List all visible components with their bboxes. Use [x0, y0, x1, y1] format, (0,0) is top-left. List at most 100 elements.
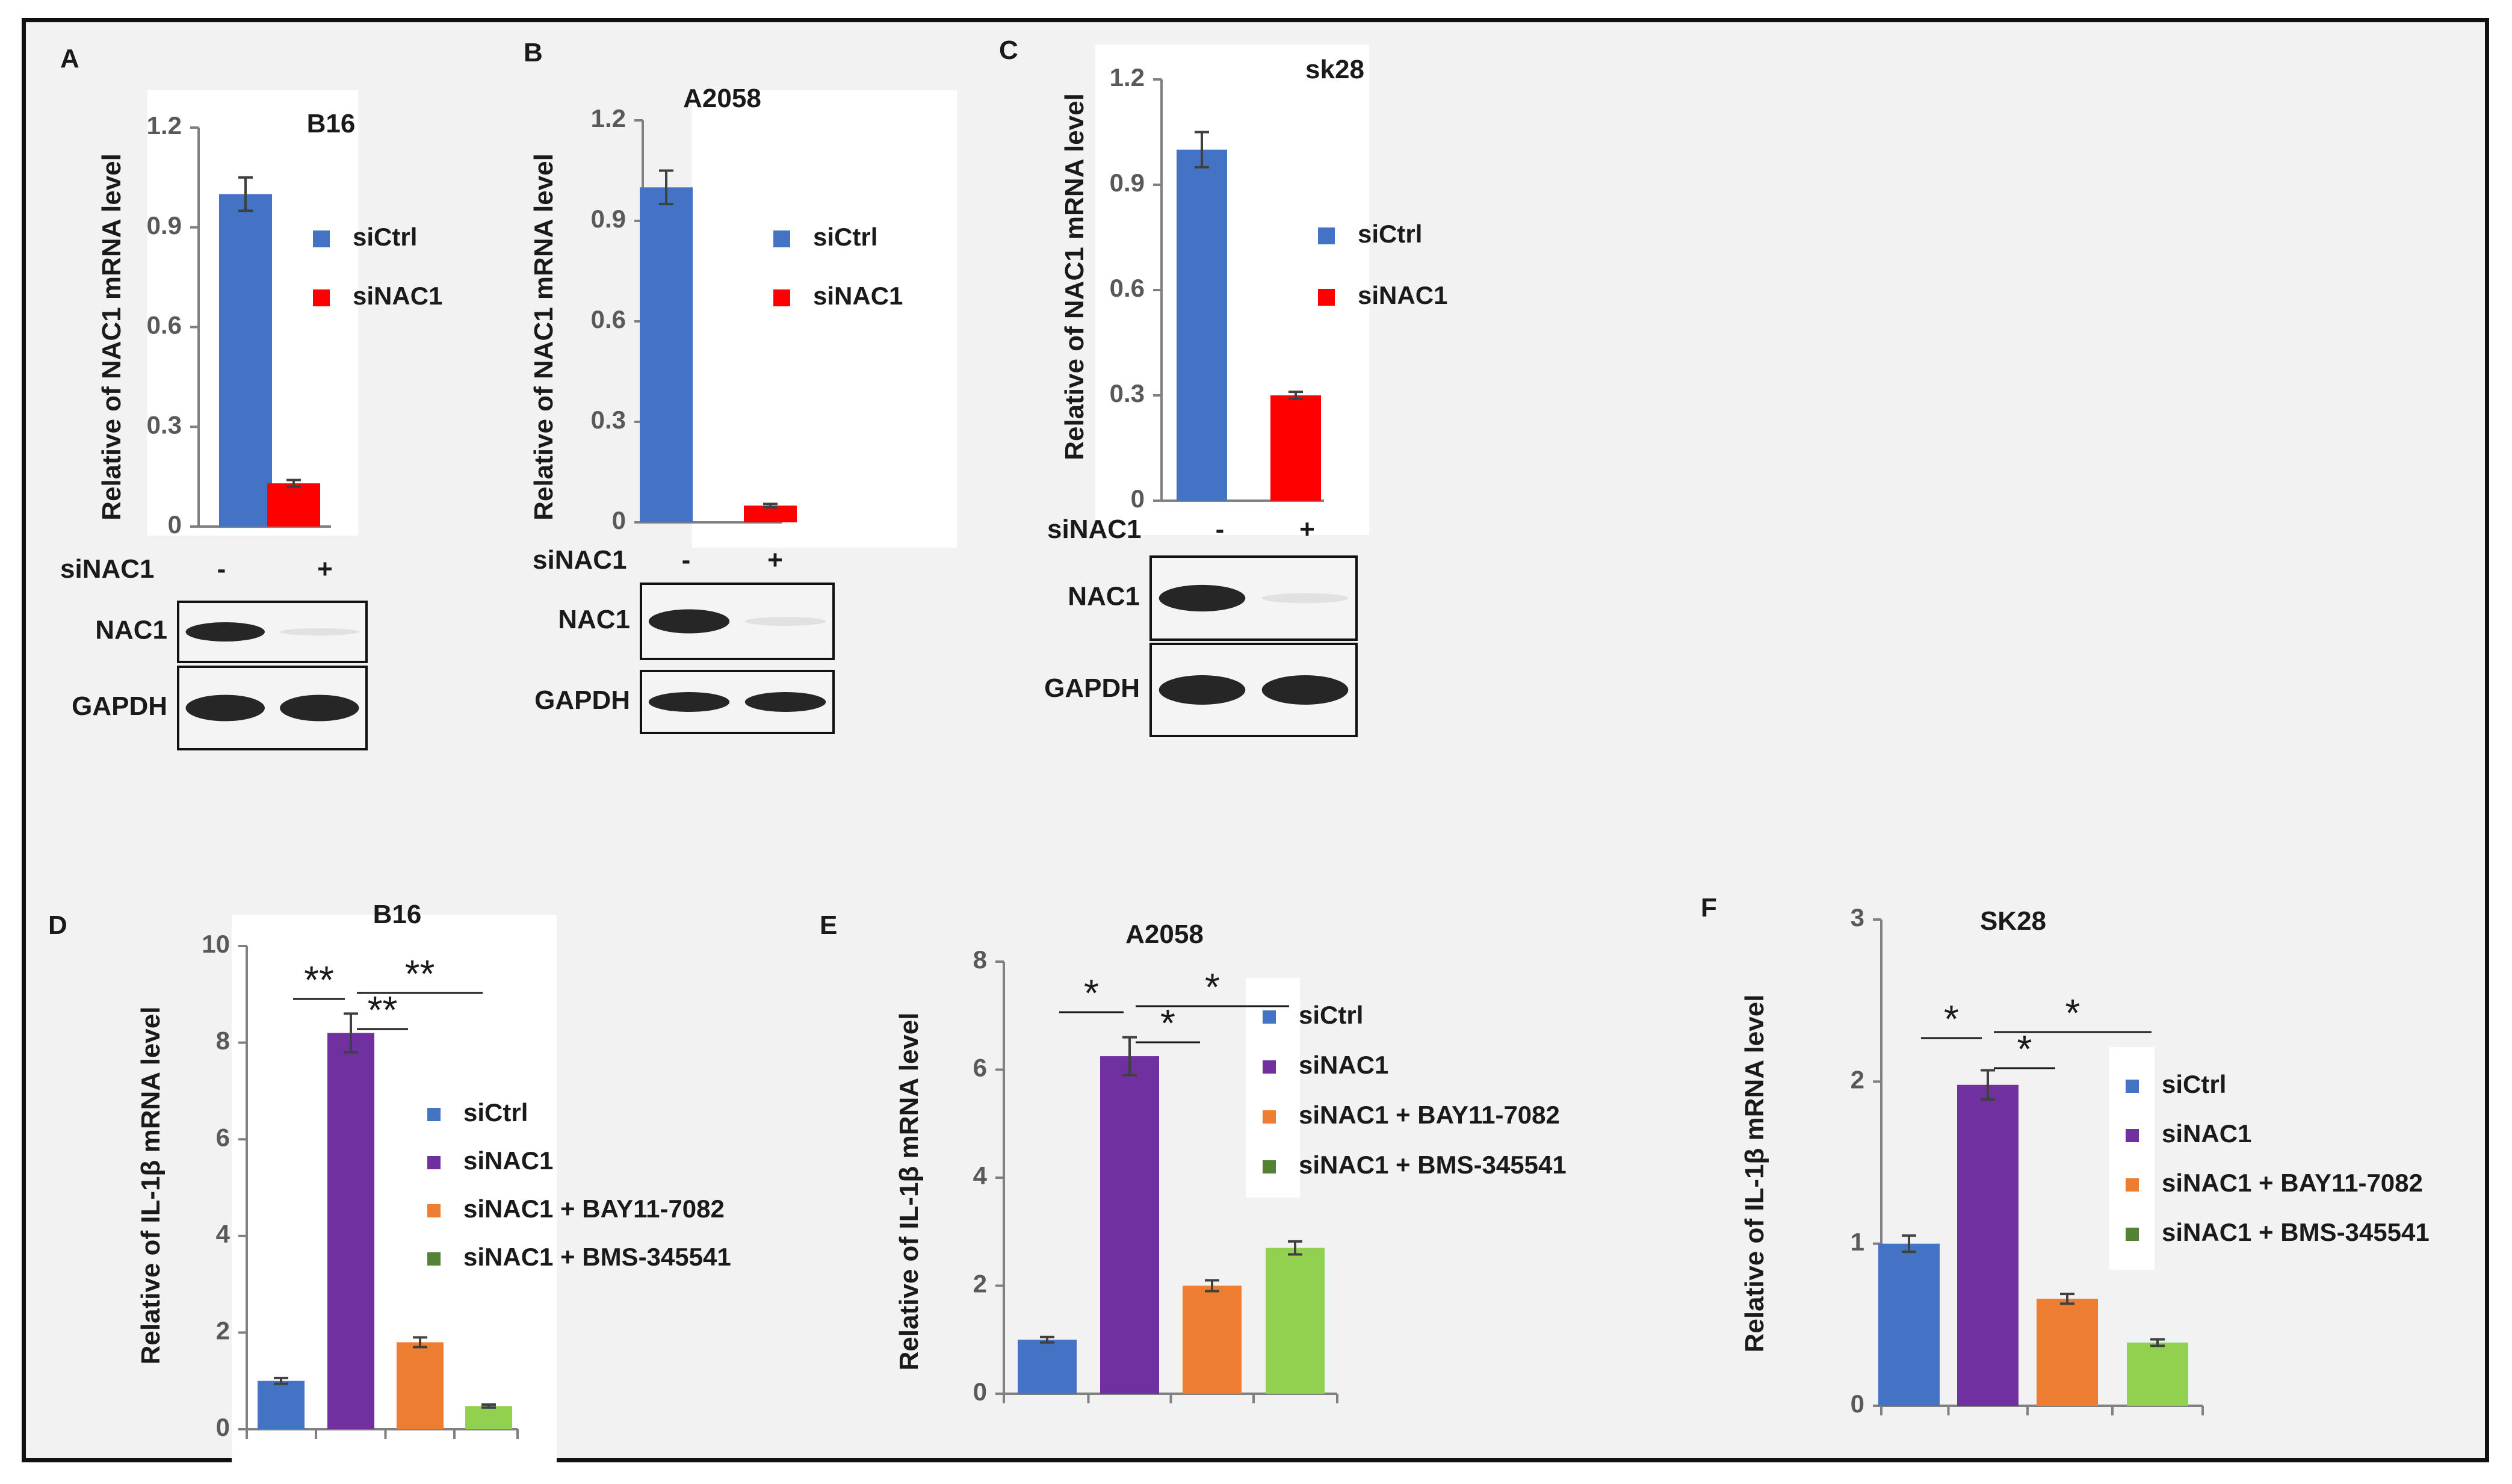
bar-sinac1	[1100, 1056, 1159, 1394]
legend-swatch	[427, 1108, 441, 1121]
legend-swatch	[427, 1252, 441, 1266]
panel-f: F SK28 Relative of IL-1β mRNA level 0 1 2 3 siC…	[1701, 893, 2430, 1418]
y-tick-label: 0.6	[1110, 274, 1145, 302]
legend-swatch	[2126, 1080, 2139, 1093]
y-tick-label: 10	[202, 930, 230, 958]
blot-band	[280, 694, 359, 722]
y-tick-label: 0.9	[591, 205, 626, 233]
legend-label: siCtrl	[813, 223, 877, 251]
blot-band	[648, 692, 730, 712]
legend-swatch	[313, 289, 330, 306]
bar-sinac1-bms-345541	[465, 1406, 512, 1429]
y-tick-label: 1	[1851, 1228, 1864, 1256]
y-axis-label: Relative of IL-1β mRNA level	[1740, 995, 1769, 1353]
y-tick-label: 8	[973, 945, 987, 974]
legend-label: siNAC1	[353, 282, 442, 310]
y-tick-label: 0	[612, 506, 626, 534]
legend-swatch	[427, 1156, 441, 1169]
significance-stars: *	[2017, 1027, 2032, 1071]
legend-swatch	[427, 1204, 441, 1217]
legend-label: siCtrl	[1299, 1001, 1363, 1029]
y-tick-label: 0.3	[591, 406, 626, 434]
y-tick-label: 0	[973, 1377, 987, 1406]
legend-label: siNAC1	[1299, 1051, 1388, 1079]
y-tick-label: 0.3	[1110, 379, 1145, 407]
significance-stars: *	[2065, 991, 2080, 1034]
legend-swatch	[1263, 1110, 1276, 1124]
bar-sictrl	[258, 1380, 305, 1429]
significance-stars: *	[1944, 997, 1959, 1040]
bar--	[1177, 149, 1227, 501]
bar-sictrl	[1018, 1340, 1077, 1394]
bar-sictrl	[1878, 1243, 1940, 1406]
bar-sinac1-bay11-7082	[2037, 1299, 2098, 1406]
blot-band	[185, 622, 265, 642]
y-tick-label: 1.2	[591, 104, 626, 132]
y-tick-label: 0.9	[1110, 168, 1145, 197]
legend-swatch	[2126, 1178, 2139, 1192]
blot-row-label: NAC1	[558, 605, 630, 634]
panel-background	[232, 915, 557, 1468]
y-tick-label: 0	[1131, 484, 1145, 513]
blot-mark: +	[767, 545, 783, 575]
chart-title: SK28	[1980, 906, 2046, 936]
y-tick-label: 2	[1851, 1065, 1864, 1093]
panel-label: C	[999, 36, 1018, 65]
legend-swatch	[773, 230, 790, 247]
legend-swatch	[1263, 1160, 1276, 1173]
legend-swatch	[313, 230, 330, 247]
bar-sinac1-bay11-7082	[397, 1342, 444, 1429]
legend-swatch	[2126, 1228, 2139, 1241]
blot-treatment-label: siNAC1	[533, 545, 627, 575]
bar--	[267, 483, 320, 527]
bar-sinac1-bms-345541	[2127, 1342, 2188, 1406]
y-tick-label: 1.2	[147, 111, 182, 140]
y-tick-label: 1.2	[1110, 63, 1145, 91]
blot-band	[185, 694, 265, 722]
y-tick-label: 2	[973, 1270, 987, 1298]
y-axis-label: Relative of NAC1 mRNA level	[97, 153, 126, 521]
legend-label: siCtrl	[463, 1098, 528, 1127]
y-tick-label: 8	[216, 1027, 230, 1055]
blot-mark: +	[317, 554, 333, 584]
bar-sinac1	[327, 1033, 374, 1429]
bar--	[640, 187, 693, 522]
y-tick-label: 0	[216, 1413, 230, 1441]
legend-swatch	[1318, 227, 1335, 244]
y-tick-label: 4	[973, 1161, 988, 1190]
y-tick-label: 6	[216, 1123, 230, 1151]
legend-label: siNAC1 + BMS-345541	[1299, 1151, 1567, 1179]
bar--	[219, 194, 272, 527]
legend-label: siNAC1 + BMS-345541	[2162, 1218, 2430, 1246]
y-tick-label: 0.3	[147, 410, 182, 439]
blot-mark: +	[1299, 515, 1315, 544]
panel-label: F	[1701, 893, 1717, 923]
blot-treatment-label: siNAC1	[1047, 515, 1142, 544]
panel-label: E	[820, 910, 837, 940]
panel-a: A B16 Relative of NAC1 mRNA level 0 0.3 0.6 0.…	[60, 44, 442, 750]
chart-title: B16	[307, 109, 356, 138]
significance-stars: **	[304, 958, 334, 1001]
y-tick-label: 0.6	[591, 305, 626, 333]
significance-stars: **	[405, 952, 435, 995]
y-tick-label: 0.6	[147, 311, 182, 339]
legend-label: siCtrl	[2162, 1070, 2226, 1098]
y-tick-label: 0	[168, 510, 182, 539]
blot-row-label: NAC1	[95, 616, 167, 645]
blot-band	[1261, 675, 1349, 705]
legend-label: siCtrl	[353, 223, 417, 251]
panel-d: D B16 Relative of IL-1β mRNA level 0 2 4 6 8 10 s…	[48, 900, 731, 1468]
y-tick-label: 2	[216, 1316, 230, 1344]
chart-title: sk28	[1305, 55, 1364, 84]
chart-title: B16	[373, 900, 422, 929]
legend-label: siNAC1	[1358, 281, 1447, 309]
legend-swatch	[1263, 1060, 1276, 1074]
significance-stars: *	[1160, 1001, 1175, 1045]
legend-label: siNAC1	[2162, 1119, 2251, 1148]
bar-sinac1-bms-345541	[1266, 1247, 1325, 1394]
y-axis-label: Relative of NAC1 mRNA level	[529, 153, 558, 521]
legend-label: siNAC1 + BMS-345541	[463, 1243, 731, 1271]
panel-e: E A2058 Relative of IL-1β mRNA level 0 2 4 6 8 s…	[820, 910, 1567, 1406]
legend-swatch	[1318, 289, 1335, 306]
